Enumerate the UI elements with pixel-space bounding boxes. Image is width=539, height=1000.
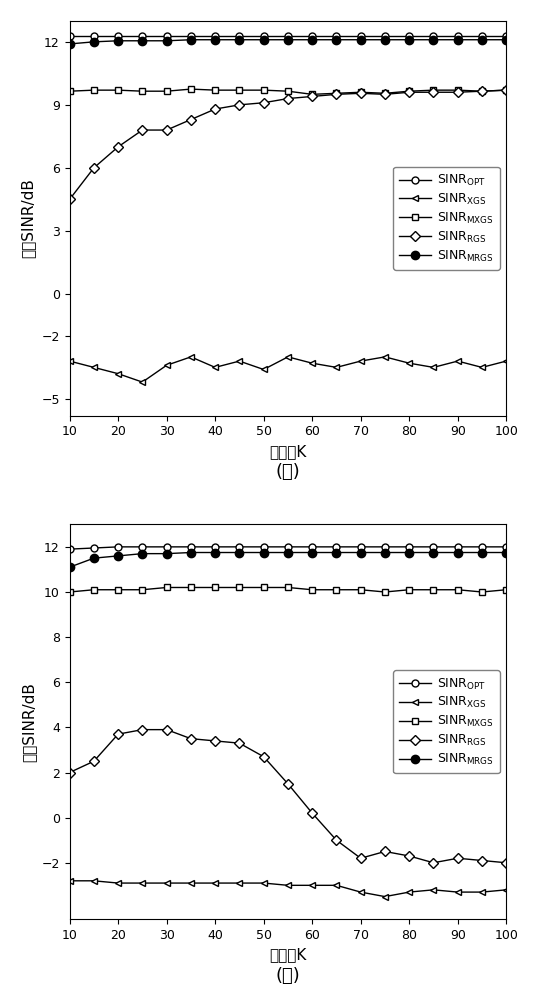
- Text: (ａ): (ａ): [275, 463, 300, 481]
- Y-axis label: 输出SINR/dB: 输出SINR/dB: [21, 682, 36, 762]
- X-axis label: 快拍数K: 快拍数K: [270, 444, 307, 459]
- Y-axis label: 输出SINR/dB: 输出SINR/dB: [21, 178, 36, 258]
- Legend: $\mathrm{SINR}_{\mathrm{OPT}}$, $\mathrm{SINR}_{\mathrm{XGS}}$, $\mathrm{SINR}_{: $\mathrm{SINR}_{\mathrm{OPT}}$, $\mathrm…: [393, 670, 500, 773]
- Legend: $\mathrm{SINR}_{\mathrm{OPT}}$, $\mathrm{SINR}_{\mathrm{XGS}}$, $\mathrm{SINR}_{: $\mathrm{SINR}_{\mathrm{OPT}}$, $\mathrm…: [393, 167, 500, 270]
- X-axis label: 快拍数K: 快拍数K: [270, 947, 307, 962]
- Text: (ｂ): (ｂ): [275, 967, 300, 985]
